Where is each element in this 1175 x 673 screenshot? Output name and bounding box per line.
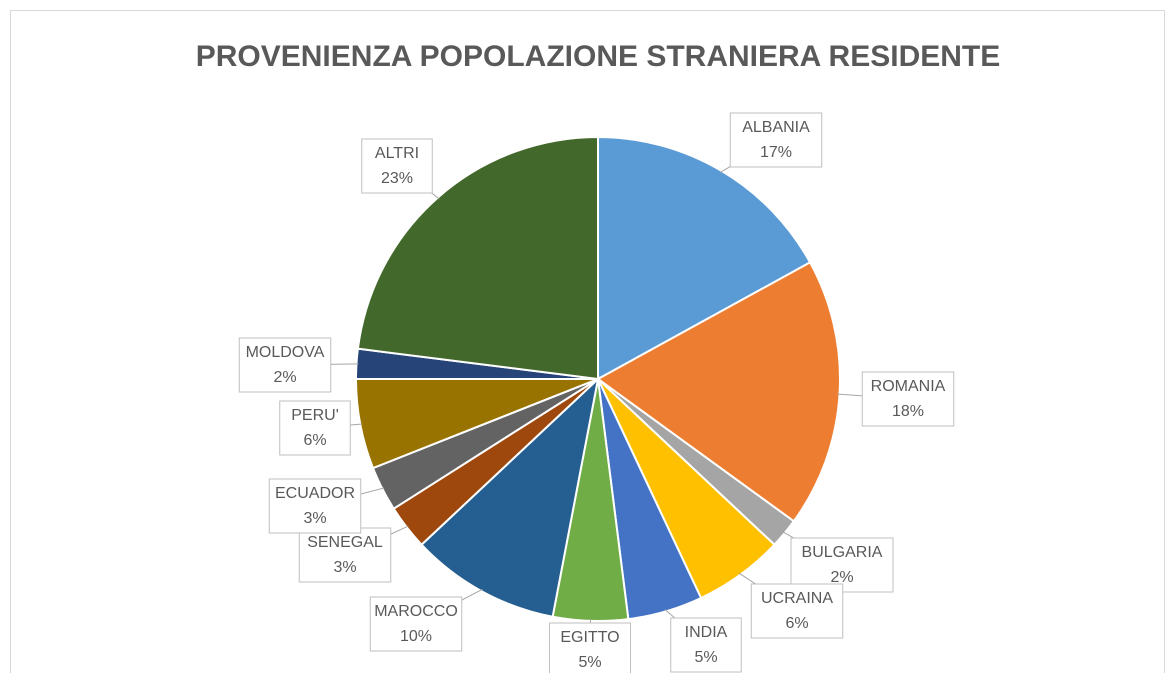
category-label: ALBANIA [742, 119, 810, 136]
value-label: 18% [892, 403, 924, 420]
label-box [298, 527, 392, 583]
category-label: UCRAINA [761, 590, 833, 607]
label-box [361, 138, 433, 194]
value-label: 23% [381, 170, 413, 187]
category-label: INDIA [685, 624, 728, 641]
label-box [670, 617, 742, 673]
value-label: 10% [400, 628, 432, 645]
label-box [790, 537, 894, 593]
category-label: SENEGAL [307, 534, 383, 551]
label-box [861, 371, 955, 427]
value-label: 5% [578, 654, 601, 671]
category-label: ECUADOR [275, 485, 355, 502]
pie-slice [597, 135, 812, 381]
category-label: MAROCCO [374, 603, 458, 620]
value-label: 2% [273, 369, 296, 386]
value-label: 17% [760, 144, 792, 161]
label-box [750, 583, 844, 639]
value-label: 3% [303, 510, 326, 527]
category-label: PERU' [291, 407, 339, 424]
label-box [729, 112, 823, 168]
category-label: ALTRI [375, 145, 419, 162]
value-label: 5% [694, 649, 717, 666]
label-box [549, 622, 631, 673]
label-box [369, 596, 463, 652]
category-label: MOLDOVA [246, 344, 325, 361]
label-box [279, 400, 351, 456]
category-label: ROMANIA [871, 378, 946, 395]
label-box [268, 478, 362, 534]
category-label: BULGARIA [802, 544, 883, 561]
value-label: 3% [333, 559, 356, 576]
value-label: 2% [830, 569, 853, 586]
label-box [238, 337, 332, 393]
pie-slice [420, 376, 600, 618]
value-label: 6% [303, 432, 326, 449]
chart-title: PROVENIENZA POPOLAZIONE STRANIERA RESIDE… [196, 40, 1001, 73]
value-label: 6% [785, 615, 808, 632]
category-label: EGITTO [560, 629, 619, 646]
